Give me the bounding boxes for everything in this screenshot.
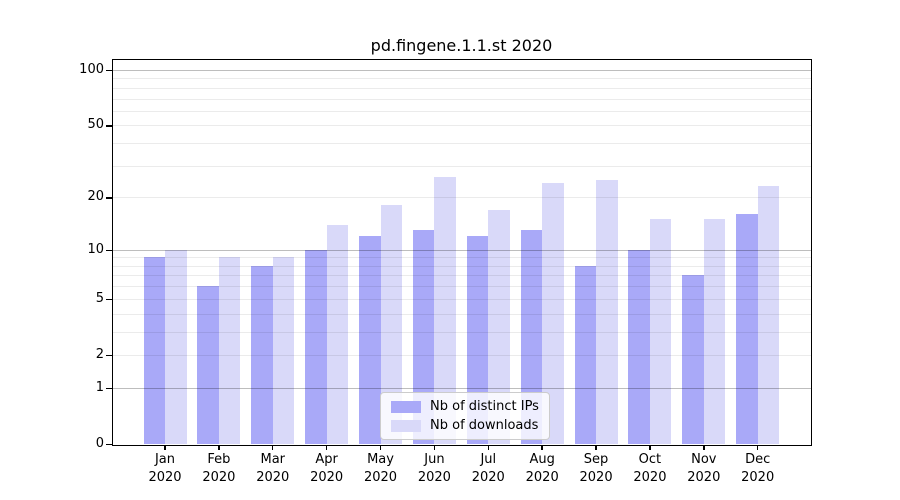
y-tick-mark-2 (106, 354, 113, 357)
x-tick-label-jan-2020: Jan 2020 (148, 452, 182, 485)
y-tick-mark-100 (106, 69, 113, 72)
x-tick-mark-apr-2020 (325, 445, 328, 450)
y-tick-mark-10 (106, 249, 113, 252)
gridline-40 (113, 143, 811, 145)
y-tick-mark-0 (106, 444, 113, 446)
bar-downloads-apr-2020 (326, 224, 349, 444)
bar-distinct-ips-aug-2020 (520, 230, 543, 444)
gridline-9 (113, 257, 811, 259)
y-tick-mark-20 (106, 197, 113, 199)
x-tick-mark-nov-2020 (703, 445, 705, 450)
legend-label-distinct-ips: Nb of distinct IPs (430, 399, 539, 414)
bar-distinct-ips-sep-2020 (574, 265, 597, 444)
x-tick-label-dec-2020: Dec 2020 (741, 452, 775, 485)
bar-distinct-ips-apr-2020 (305, 249, 327, 444)
plot-area: Nb of distinct IPs Nb of downloads (112, 59, 812, 446)
bar-distinct-ips-oct-2020 (628, 249, 650, 444)
bar-downloads-dec-2020 (757, 186, 780, 444)
y-tick-label-2: 2 (95, 346, 104, 362)
gridline-10 (113, 249, 811, 251)
bar-distinct-ips-mar-2020 (251, 265, 273, 444)
chart-title: pd.fingene.1.1.st 2020 (370, 36, 553, 55)
x-tick-mark-jul-2020 (487, 445, 489, 450)
y-tick-label-50: 50 (87, 117, 104, 133)
bar-downloads-jul-2020 (488, 209, 510, 444)
bar-downloads-nov-2020 (703, 219, 726, 444)
y-tick-label-1: 1 (95, 379, 104, 395)
bar-downloads-feb-2020 (218, 257, 241, 444)
y-tick-label-0: 0 (95, 436, 104, 451)
bar-distinct-ips-feb-2020 (197, 286, 219, 444)
x-tick-mark-jun-2020 (433, 445, 436, 450)
bar-distinct-ips-jan-2020 (143, 257, 165, 444)
gridline-80 (113, 87, 811, 89)
legend-item-downloads: Nb of downloads (391, 418, 539, 433)
gridline-3 (113, 331, 811, 333)
legend: Nb of distinct IPs Nb of downloads (380, 392, 550, 440)
gridline-20 (113, 197, 811, 199)
bar-downloads-jun-2020 (434, 176, 456, 444)
legend-swatch-downloads (391, 419, 421, 432)
gridline-6 (113, 286, 811, 288)
gridline-90 (113, 78, 811, 80)
y-tick-mark-1 (106, 387, 113, 390)
y-tick-label-10: 10 (87, 241, 104, 257)
gridline-30 (113, 165, 811, 167)
legend-item-distinct-ips: Nb of distinct IPs (391, 399, 539, 414)
gridline-4 (113, 313, 811, 315)
gridline-2 (113, 354, 811, 356)
x-tick-mark-sep-2020 (595, 445, 597, 450)
x-tick-label-nov-2020: Nov 2020 (687, 452, 721, 485)
x-tick-label-mar-2020: Mar 2020 (256, 452, 290, 485)
gridline-1 (113, 387, 811, 389)
grid-layer (113, 60, 811, 445)
legend-swatch-distinct-ips (391, 400, 421, 413)
bar-distinct-ips-may-2020 (359, 236, 381, 444)
x-tick-label-jul-2020: Jul 2020 (471, 452, 505, 485)
gridline-8 (113, 265, 811, 267)
x-tick-mark-dec-2020 (757, 445, 759, 450)
gridline-100 (113, 69, 811, 71)
x-tick-mark-aug-2020 (541, 445, 543, 450)
bar-downloads-sep-2020 (596, 179, 618, 444)
y-tick-mark-5 (106, 298, 113, 301)
gridline-60 (113, 110, 811, 112)
gridline-50 (113, 125, 811, 127)
bar-downloads-oct-2020 (649, 219, 672, 444)
x-tick-mark-jan-2020 (164, 445, 166, 450)
x-tick-label-aug-2020: Aug 2020 (525, 452, 559, 485)
y-tick-label-100: 100 (79, 61, 104, 77)
gridline-7 (113, 275, 811, 277)
x-tick-mark-feb-2020 (218, 445, 220, 450)
x-tick-label-jun-2020: Jun 2020 (417, 452, 451, 485)
y-tick-label-20: 20 (87, 189, 104, 205)
y-tick-label-5: 5 (95, 290, 104, 306)
bar-downloads-may-2020 (380, 205, 403, 444)
x-tick-mark-oct-2020 (649, 445, 651, 450)
gridline-70 (113, 98, 811, 100)
x-tick-mark-may-2020 (379, 445, 382, 450)
bar-distinct-ips-jun-2020 (412, 230, 435, 444)
x-tick-label-sep-2020: Sep 2020 (579, 452, 613, 485)
x-tick-mark-mar-2020 (272, 445, 274, 450)
x-tick-label-may-2020: May 2020 (363, 452, 398, 485)
bar-distinct-ips-dec-2020 (736, 214, 758, 444)
x-tick-label-feb-2020: Feb 2020 (202, 452, 236, 485)
x-tick-label-oct-2020: Oct 2020 (633, 452, 667, 485)
x-tick-label-apr-2020: Apr 2020 (310, 452, 344, 485)
bar-downloads-mar-2020 (272, 257, 295, 444)
bar-downloads-aug-2020 (542, 183, 564, 444)
gridline-5 (113, 298, 811, 300)
y-tick-mark-50 (106, 125, 113, 127)
bar-downloads-jan-2020 (165, 249, 187, 444)
legend-label-downloads: Nb of downloads (430, 418, 539, 433)
bar-distinct-ips-nov-2020 (682, 275, 704, 444)
